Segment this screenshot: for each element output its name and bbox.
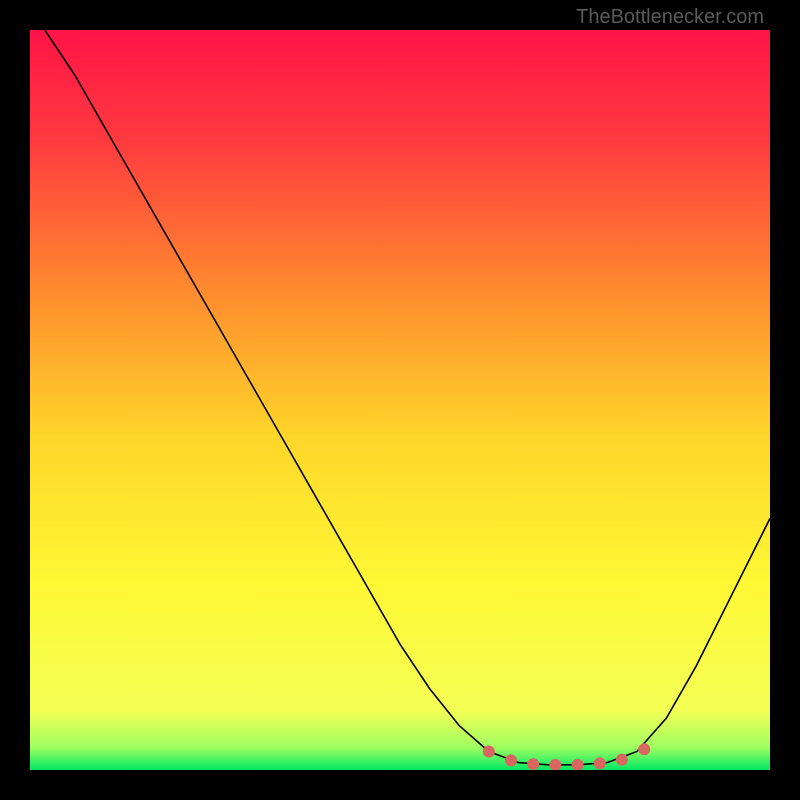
data-marker xyxy=(505,754,517,766)
data-marker xyxy=(638,743,650,755)
chart-background xyxy=(30,30,770,770)
bottleneck-chart xyxy=(30,30,770,770)
data-marker xyxy=(594,757,606,769)
data-marker xyxy=(483,746,495,758)
data-marker xyxy=(527,758,539,770)
data-marker xyxy=(616,754,628,766)
watermark-text: TheBottlenecker.com xyxy=(576,6,764,29)
